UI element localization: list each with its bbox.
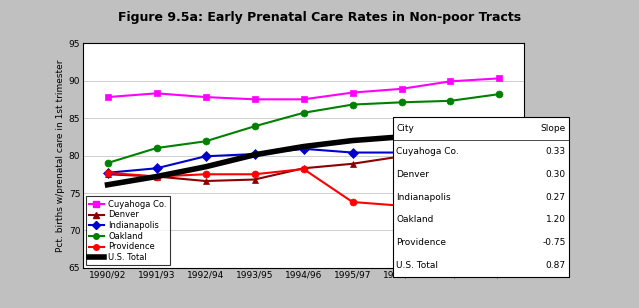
Oakland xyxy=(397,100,405,104)
Text: 0.87: 0.87 xyxy=(546,261,566,270)
Providence xyxy=(104,171,111,175)
Line: Providence: Providence xyxy=(104,166,503,226)
U.S. Total xyxy=(202,165,210,168)
Providence xyxy=(349,200,357,204)
Denver xyxy=(250,178,258,181)
U.S. Total xyxy=(447,133,454,136)
Providence xyxy=(447,201,454,205)
Indianapolis xyxy=(153,166,160,170)
Text: 0.30: 0.30 xyxy=(546,170,566,179)
Denver xyxy=(349,162,357,166)
Oakland xyxy=(104,161,111,165)
Providence xyxy=(250,172,258,176)
Denver xyxy=(153,175,160,178)
Denver xyxy=(104,172,111,176)
Line: Denver: Denver xyxy=(104,153,503,184)
Text: Providence: Providence xyxy=(396,238,446,247)
Indianapolis xyxy=(397,151,405,154)
Text: Slope: Slope xyxy=(540,124,566,133)
Line: Oakland: Oakland xyxy=(104,91,503,167)
Cuyahoga Co. xyxy=(349,91,357,95)
Indianapolis xyxy=(496,154,504,158)
Text: Figure 9.5a: Early Prenatal Care Rates in Non-poor Tracts: Figure 9.5a: Early Prenatal Care Rates i… xyxy=(118,11,521,24)
Line: Indianapolis: Indianapolis xyxy=(104,145,503,176)
U.S. Total xyxy=(349,139,357,142)
U.S. Total xyxy=(153,175,160,178)
Text: 0.27: 0.27 xyxy=(546,192,566,202)
Text: 1.20: 1.20 xyxy=(546,216,566,225)
Providence xyxy=(153,175,160,178)
Denver xyxy=(202,179,210,183)
Cuyahoga Co. xyxy=(397,87,405,91)
Text: Denver: Denver xyxy=(396,170,429,179)
Denver xyxy=(496,169,504,172)
Legend: Cuyahoga Co., Denver, Indianapolis, Oakland, Providence, U.S. Total: Cuyahoga Co., Denver, Indianapolis, Oakl… xyxy=(86,197,170,265)
Indianapolis xyxy=(250,152,258,156)
Cuyahoga Co. xyxy=(300,97,307,101)
Oakland xyxy=(300,111,307,115)
Indianapolis xyxy=(300,147,307,151)
Line: U.S. Total: U.S. Total xyxy=(107,132,500,185)
Y-axis label: Pct. births w/prenatal care in 1st trimester: Pct. births w/prenatal care in 1st trime… xyxy=(56,59,65,252)
Text: U.S. Total: U.S. Total xyxy=(396,261,438,270)
Text: Cuyahoga Co.: Cuyahoga Co. xyxy=(396,147,459,156)
Indianapolis xyxy=(349,151,357,154)
Oakland xyxy=(202,140,210,143)
Cuyahoga Co. xyxy=(250,97,258,101)
Line: Cuyahoga Co.: Cuyahoga Co. xyxy=(104,75,503,103)
Cuyahoga Co. xyxy=(496,76,504,80)
Indianapolis xyxy=(202,154,210,158)
Providence xyxy=(300,167,307,171)
Text: -0.75: -0.75 xyxy=(542,238,566,247)
Oakland xyxy=(250,124,258,128)
Denver xyxy=(300,166,307,170)
Text: Oakland: Oakland xyxy=(396,216,433,225)
U.S. Total xyxy=(496,130,504,133)
Cuyahoga Co. xyxy=(153,91,160,95)
Denver xyxy=(447,159,454,163)
Providence xyxy=(397,204,405,208)
U.S. Total xyxy=(250,153,258,157)
Oakland xyxy=(349,103,357,107)
Providence xyxy=(496,221,504,224)
U.S. Total xyxy=(397,135,405,139)
Indianapolis xyxy=(104,171,111,175)
Oakland xyxy=(447,99,454,103)
U.S. Total xyxy=(300,145,307,148)
Cuyahoga Co. xyxy=(447,79,454,83)
Providence xyxy=(202,172,210,176)
Cuyahoga Co. xyxy=(202,95,210,99)
Oakland xyxy=(496,92,504,96)
Oakland xyxy=(153,146,160,150)
Text: City: City xyxy=(396,124,414,133)
Indianapolis xyxy=(447,154,454,157)
Text: Indianapolis: Indianapolis xyxy=(396,192,450,202)
Denver xyxy=(397,154,405,158)
Text: 0.33: 0.33 xyxy=(546,147,566,156)
Cuyahoga Co. xyxy=(104,95,111,99)
U.S. Total xyxy=(104,183,111,187)
